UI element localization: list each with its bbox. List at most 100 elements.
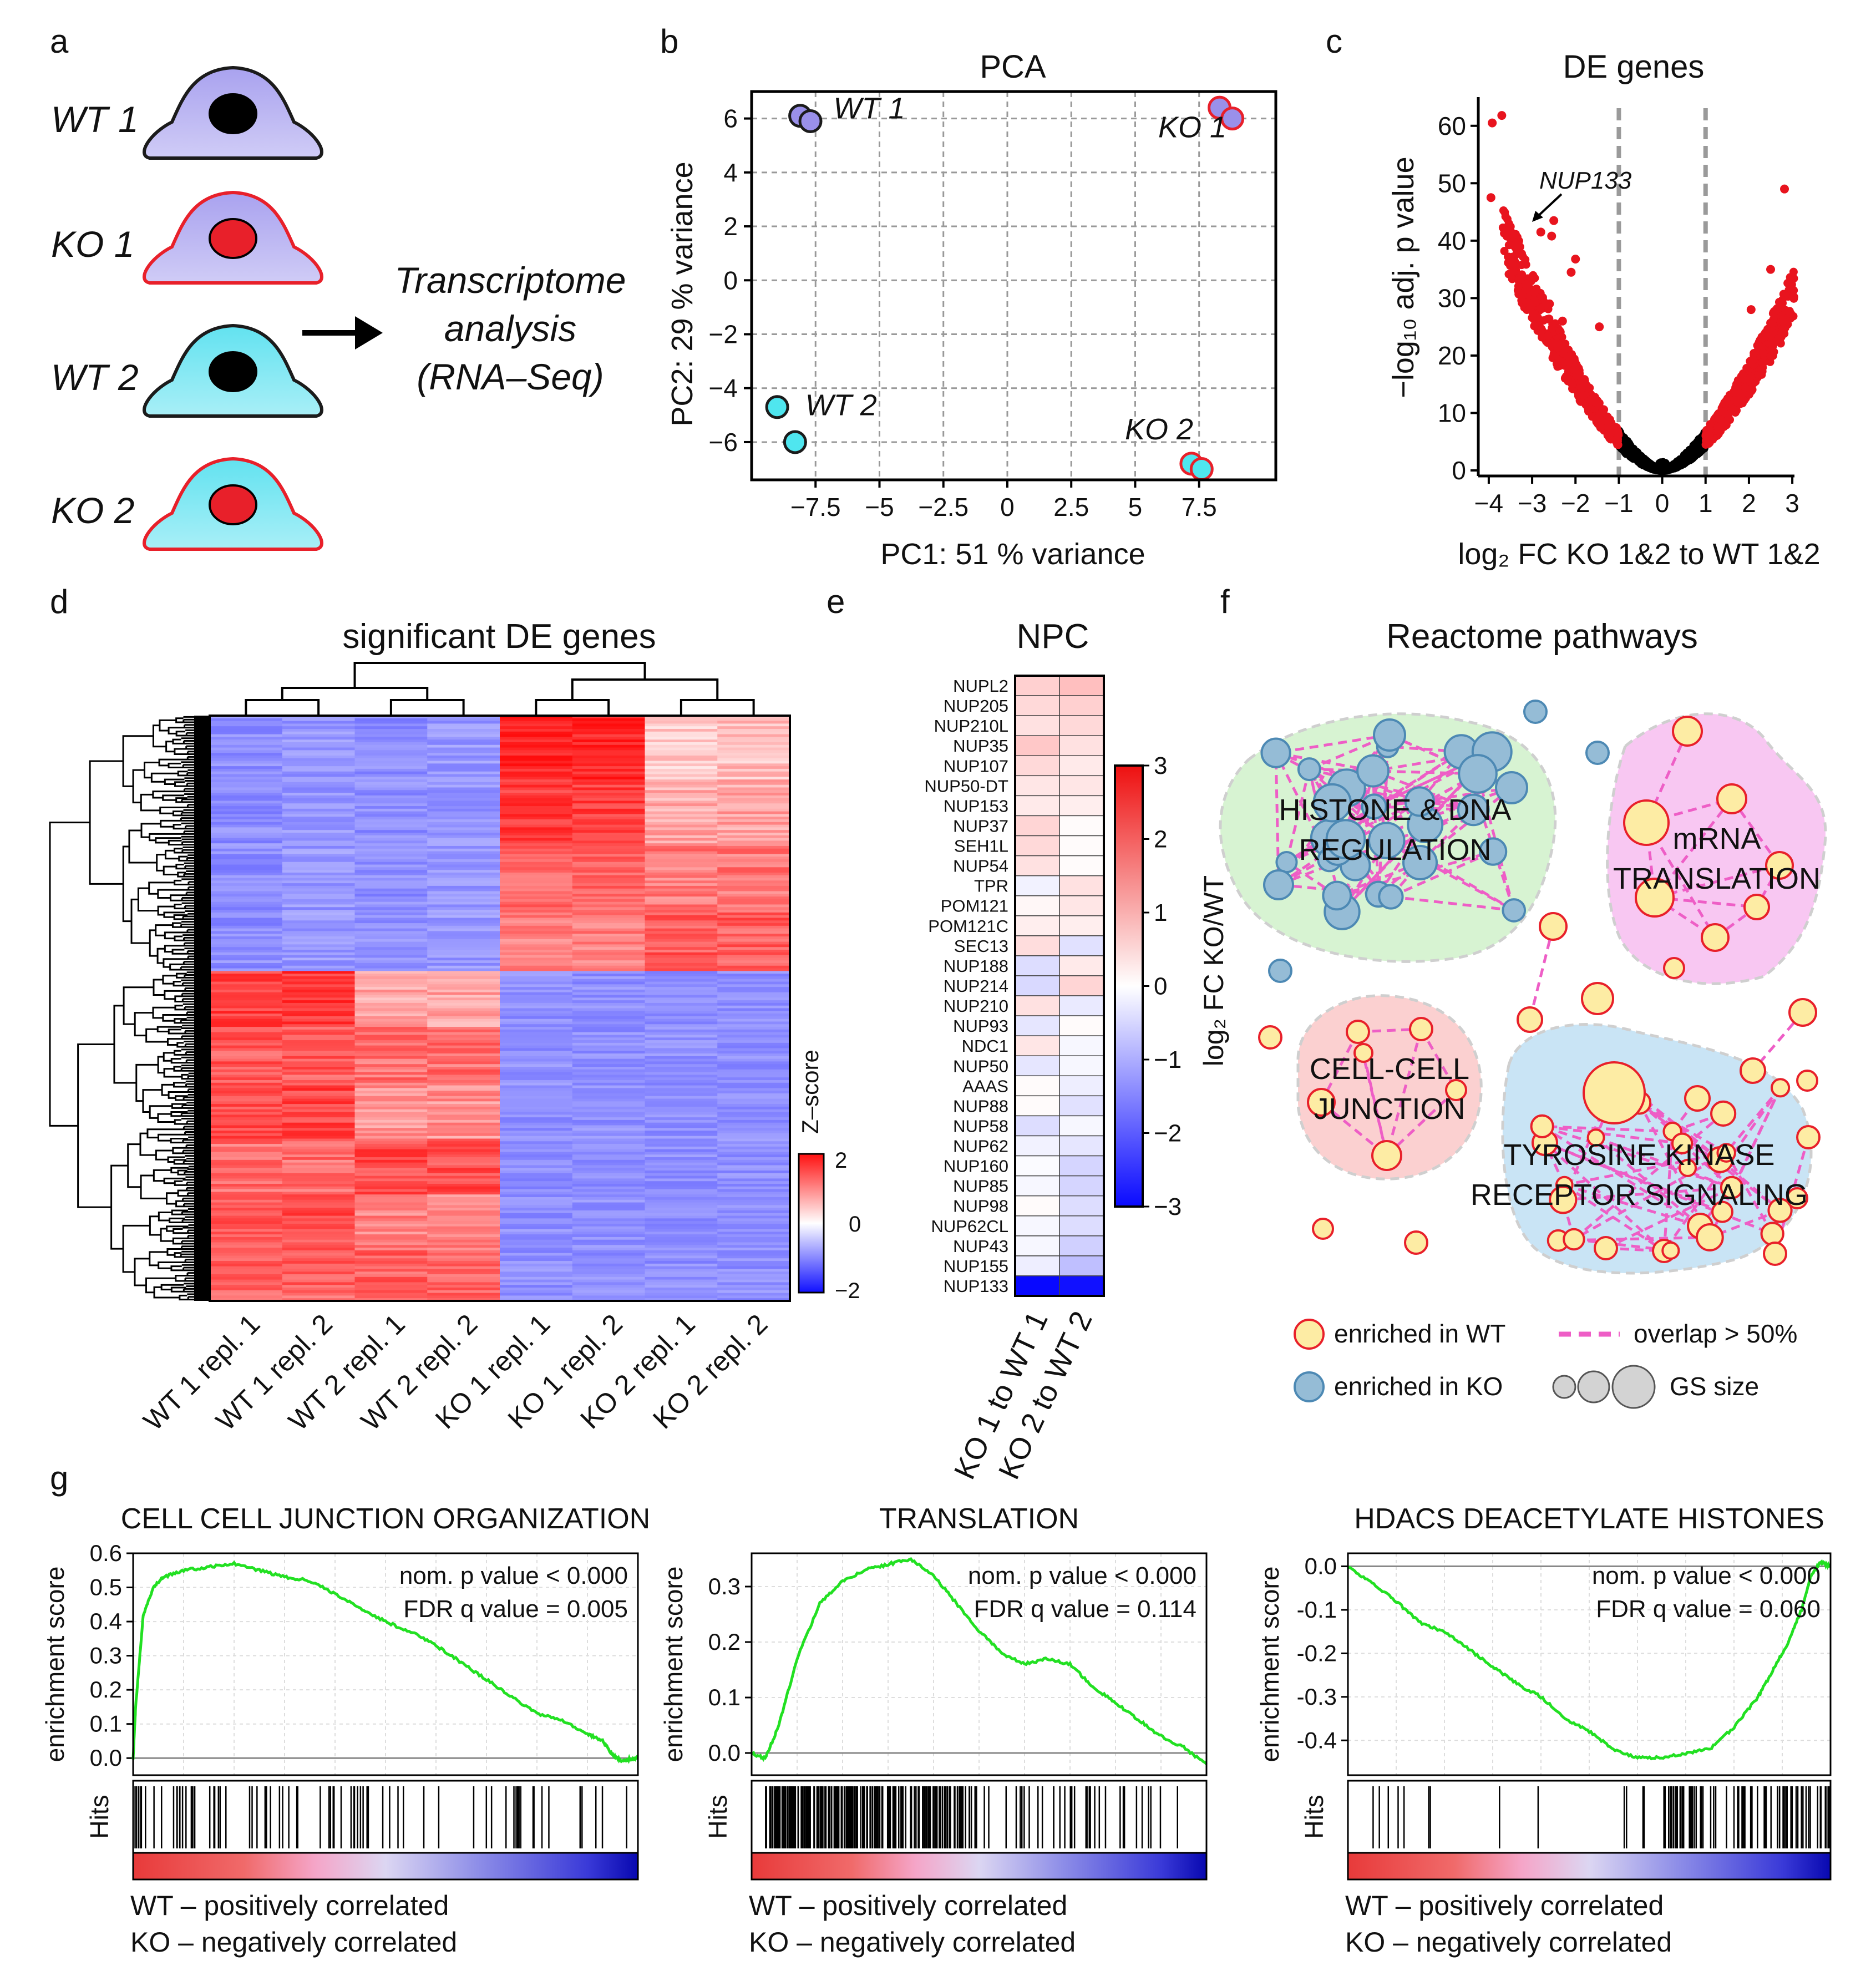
heatmap-cell (717, 1258, 790, 1261)
heatmap-cell (645, 1224, 718, 1227)
heatmap-cell (717, 721, 790, 724)
heatmap-cell (572, 974, 645, 976)
gsea-hits-frame (133, 1781, 638, 1853)
node-enriched-wt (1685, 1086, 1710, 1111)
heatmap-cell (572, 822, 645, 825)
heatmap-cell (572, 875, 645, 878)
panel-letter-g: g (50, 1460, 68, 1497)
heatmap-cell (500, 1109, 572, 1112)
heatmap-cell (355, 1096, 428, 1099)
heatmap-cell (717, 1266, 790, 1269)
heatmap-cell (355, 1067, 428, 1070)
heatmap-cell (645, 1221, 718, 1224)
heatmap-cell (500, 1149, 572, 1152)
legend-size-large (1613, 1366, 1655, 1408)
heatmap-cell (572, 1019, 645, 1022)
heatmap-cell (427, 742, 500, 745)
heatmap-cell (572, 1064, 645, 1067)
heatmap-cell (717, 790, 790, 793)
heatmap-cell (427, 857, 500, 859)
heatmap-cell (645, 992, 718, 995)
heatmap-cell (282, 723, 355, 726)
heatmap-cell (355, 1101, 428, 1104)
heatmap-cell (427, 1080, 500, 1083)
dendrogram-branch (136, 1065, 158, 1101)
heatmap-cell (210, 1160, 282, 1163)
npc-row-label: SEC13 (954, 936, 1008, 956)
heatmap-cell (500, 1277, 572, 1280)
heatmap-cell (282, 1184, 355, 1187)
heatmap-cell (645, 726, 718, 729)
volcano-point (1544, 332, 1552, 340)
heatmap-cell (210, 1046, 282, 1048)
gsea-wt-legend: WT – positively correlated (130, 1890, 449, 1921)
heatmap-cell (645, 1210, 718, 1213)
volcano-point (1713, 423, 1722, 432)
heatmap-cell (572, 1203, 645, 1205)
heatmap-cell (355, 880, 428, 883)
heatmap-cell (645, 1216, 718, 1219)
heatmap-cell (500, 1114, 572, 1117)
heatmap-cell (572, 1096, 645, 1099)
dendrogram-branch (173, 950, 187, 954)
heatmap-cell (355, 857, 428, 859)
heatmap-cell (572, 734, 645, 737)
heatmap-cell (717, 1264, 790, 1266)
heatmap-cell (645, 1269, 718, 1271)
heatmap-cell (717, 1213, 790, 1216)
heatmap-cell (717, 899, 790, 902)
heatmap-cell (210, 825, 282, 828)
heatmap-cell (210, 1114, 282, 1117)
npc-cell (1059, 1276, 1104, 1296)
heatmap-cell (717, 1237, 790, 1240)
heatmap-cell (282, 734, 355, 737)
heatmap-cell (210, 1187, 282, 1189)
heatmap-cell (210, 1053, 282, 1056)
heatmap-cell (355, 1288, 428, 1290)
heatmap-cell (427, 796, 500, 798)
heatmap-cell (572, 739, 645, 742)
heatmap-cell (500, 822, 572, 825)
npc-cell (1059, 736, 1104, 756)
heatmap-cell (355, 1080, 428, 1083)
heatmap-cell (500, 1003, 572, 1006)
node-enriched-wt (1764, 1243, 1786, 1265)
heatmap-cell (427, 1152, 500, 1154)
heatmap-cell (355, 1053, 428, 1056)
heatmap-cell (355, 830, 428, 833)
volcano-ytick-label: 10 (1438, 398, 1466, 427)
heatmap-cell (427, 931, 500, 934)
heatmap-cell (210, 891, 282, 894)
heatmap-cell (282, 1237, 355, 1240)
heatmap-cell (500, 796, 572, 798)
heatmap-cell (645, 1109, 718, 1112)
heatmap-cell (500, 729, 572, 732)
volcano-point (1625, 445, 1633, 454)
heatmap-cell (355, 1003, 428, 1006)
heatmap-cell (355, 827, 428, 830)
heatmap-cell (210, 1229, 282, 1232)
heatmap-cell (210, 812, 282, 814)
heatmap-cell (500, 899, 572, 902)
volcano-point (1525, 305, 1534, 313)
heatmap-cell (427, 1184, 500, 1187)
heatmap-cell (427, 1163, 500, 1166)
heatmap-cell (717, 819, 790, 822)
dendrogram-branch (176, 865, 185, 869)
heatmap-cell (645, 1253, 718, 1256)
volcano-point (1583, 381, 1591, 389)
heatmap-cell (500, 723, 572, 726)
heatmap-cell (717, 854, 790, 857)
heatmap-cell (572, 1009, 645, 1011)
heatmap-cell (717, 814, 790, 817)
dendrogram-branch (178, 1043, 186, 1047)
heatmap-cell (210, 963, 282, 966)
heatmap-cell (355, 1163, 428, 1166)
heatmap-cell (210, 822, 282, 825)
heatmap-cell (355, 1009, 428, 1011)
heatmap-cell (355, 732, 428, 734)
heatmap-cell (717, 1248, 790, 1250)
heatmap-cell (645, 979, 718, 982)
heatmap-cell (500, 718, 572, 721)
